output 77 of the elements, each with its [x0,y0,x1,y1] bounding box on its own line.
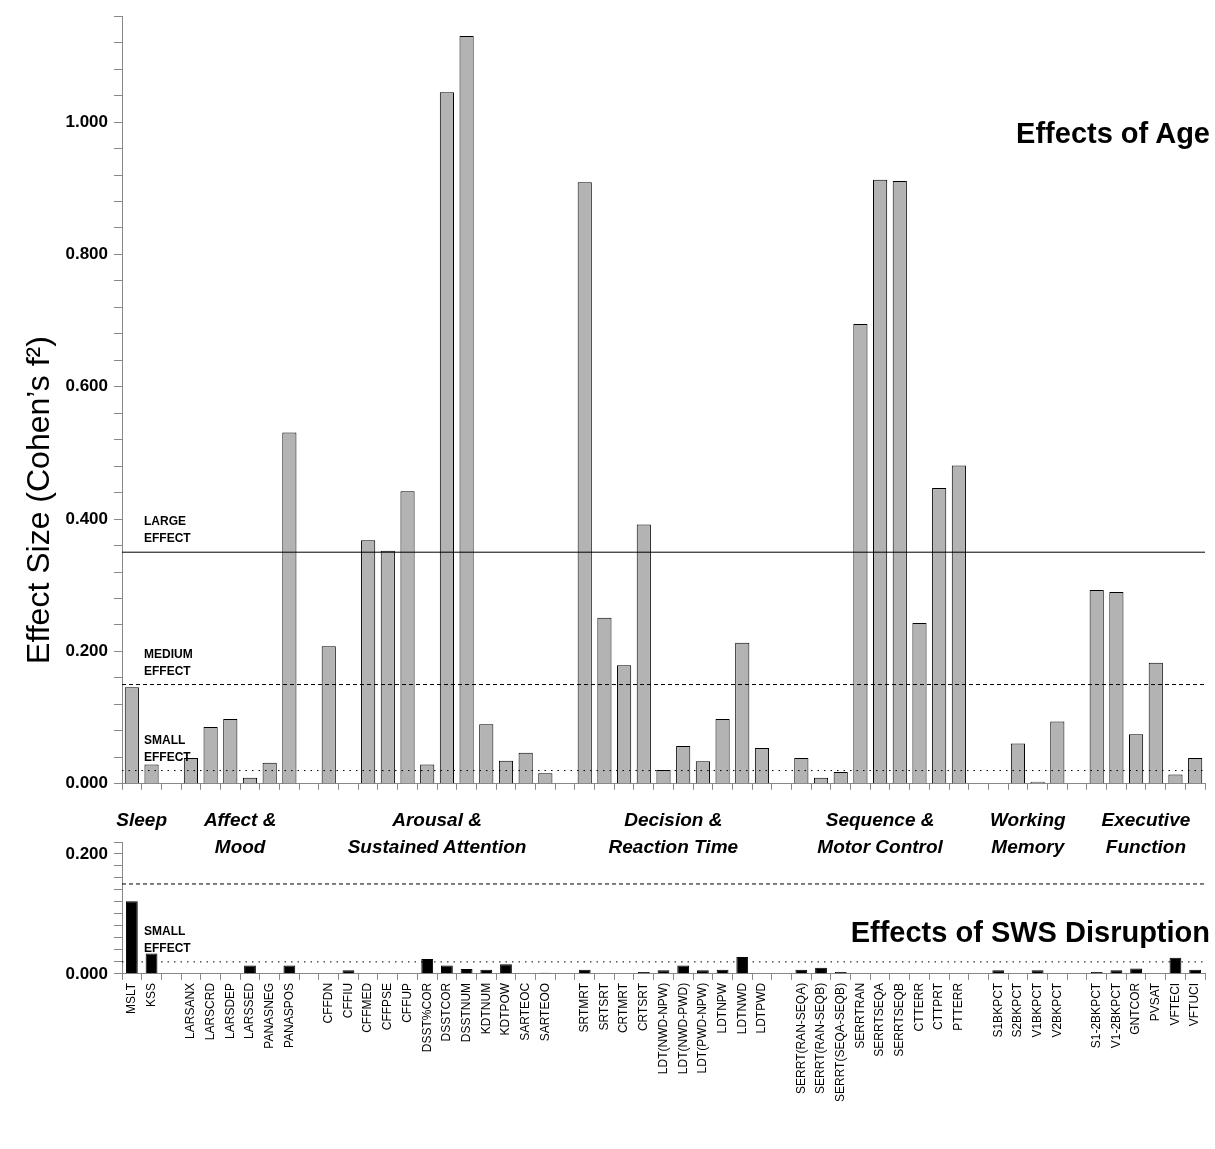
annotation: Sequence & Motor Control [817,807,943,859]
x-tick-label: LDT(NWD-NPW) [655,982,670,1075]
x-tick-label: S1-2BKPCT [1089,982,1104,1049]
x-tick-label: PANASNEG [261,982,276,1049]
ref-line-label: SMALL EFFECT [144,732,192,764]
x-tick-label: V2BKPCT [1049,982,1064,1038]
x-tick-label: V1BKPCT [1029,982,1044,1038]
bar [1130,968,1142,974]
x-tick-label: PTTERR [951,982,966,1031]
x-tick-label: LARSSED [242,982,257,1039]
x-tick-label: SERRT(RAN-SEQA) [793,982,808,1094]
bar [1031,970,1044,974]
x-tick-label: PVSAT [1148,982,1163,1022]
x-tick-label: S2BKPCT [1010,982,1025,1038]
annotation: Arousal & Sustained Attention [347,807,527,859]
x-tick-label: KSS [143,982,158,1007]
x-tick-label: LARSDEP [222,982,237,1039]
x-tick-label: DSSTNUM [458,982,473,1043]
x-tick-label: LDT(NWD-PWD) [675,982,690,1075]
bar [992,970,1005,974]
text: Effects of SWS Disruption [850,916,1210,949]
x-tick-label: LDTNPW [714,982,729,1034]
annotation: Decision & Reaction Time [608,807,739,859]
x-tick-label: VFTECI [1167,982,1182,1026]
y-tick-label: 1.000 [65,111,108,131]
x-tick-label: LARSCRD [202,982,217,1041]
x-tick-label: CFFPSE [380,982,395,1031]
text: Effects of Age [1016,117,1210,150]
x-tick-label: DSST%COR [419,982,434,1053]
x-tick-label: CFFUP [399,982,414,1023]
x-tick-label: CRTSRT [636,982,651,1032]
annotation: Executive Function [1101,807,1191,859]
x-tick-label: CTTERR [911,982,926,1032]
y-tick-label: 0.800 [65,244,108,264]
annotation: Working Memory [989,807,1066,859]
x-tick-label: LDT(PWD-NPW) [695,982,710,1074]
y-tick-label: 0.400 [65,508,108,528]
ref-line-label: MEDIUM EFFECT [144,646,193,678]
y-tick-label: 0.200 [65,843,108,863]
x-tick-label: PANASPOS [281,982,296,1049]
x-tick-label: SARTEOO [537,982,552,1042]
x-tick-label: LDTNWD [734,982,749,1035]
x-tick-label: DSSTCOR [439,982,454,1042]
ref-line-label: LARGE EFFECT [144,514,192,546]
x-tick-label: SRTSRT [596,982,611,1031]
x-tick-label: SERRTSEQB [892,982,907,1057]
ref-line-label: SMALL EFFECT [144,923,192,955]
x-tick-label: LARSANX [183,982,198,1039]
x-tick-label: CFFDN [321,982,336,1024]
y-tick-label: 0.200 [65,641,108,661]
y-tick-label: 0.000 [65,963,108,983]
x-tick-label: SRTMRT [577,982,592,1033]
x-tick-label: SERRTSEQA [872,982,887,1057]
x-tick-label: CTTPRT [931,982,946,1030]
x-tick-label: GNTCOR [1128,982,1143,1035]
x-tick-label: KDTPOW [498,982,513,1036]
bar [696,970,709,974]
x-tick-label: V1-2BKPCT [1108,982,1123,1049]
x-tick-label: LDTPWD [754,982,769,1034]
x-tick-label: VFTUCI [1187,982,1202,1027]
bar [1110,970,1123,974]
x-tick-label: SARTEOC [517,982,532,1041]
y-axis-title: Effect Size (Cohen’s f²) [19,336,56,664]
annotation: Affect & Mood [203,807,277,859]
x-tick-label: CFFIU [340,982,355,1019]
y-tick-label: 0.000 [65,773,108,793]
x-tick-label: S1BKPCT [990,982,1005,1038]
text: Sleep [116,807,168,832]
bar [815,967,827,974]
x-tick-label: SERRTRAN [852,982,867,1049]
x-tick-label: CFFMED [360,982,375,1033]
x-tick-label: MSLT [124,982,139,1014]
x-tick-label: SERRT(RAN-SEQB) [813,982,828,1094]
x-tick-label: KDTNUM [478,982,493,1035]
y-tick-label: 0.600 [65,376,108,396]
x-tick-label: CRTMRT [616,982,631,1034]
x-tick-label: SERRT(SEQA-SEQB) [833,982,848,1103]
